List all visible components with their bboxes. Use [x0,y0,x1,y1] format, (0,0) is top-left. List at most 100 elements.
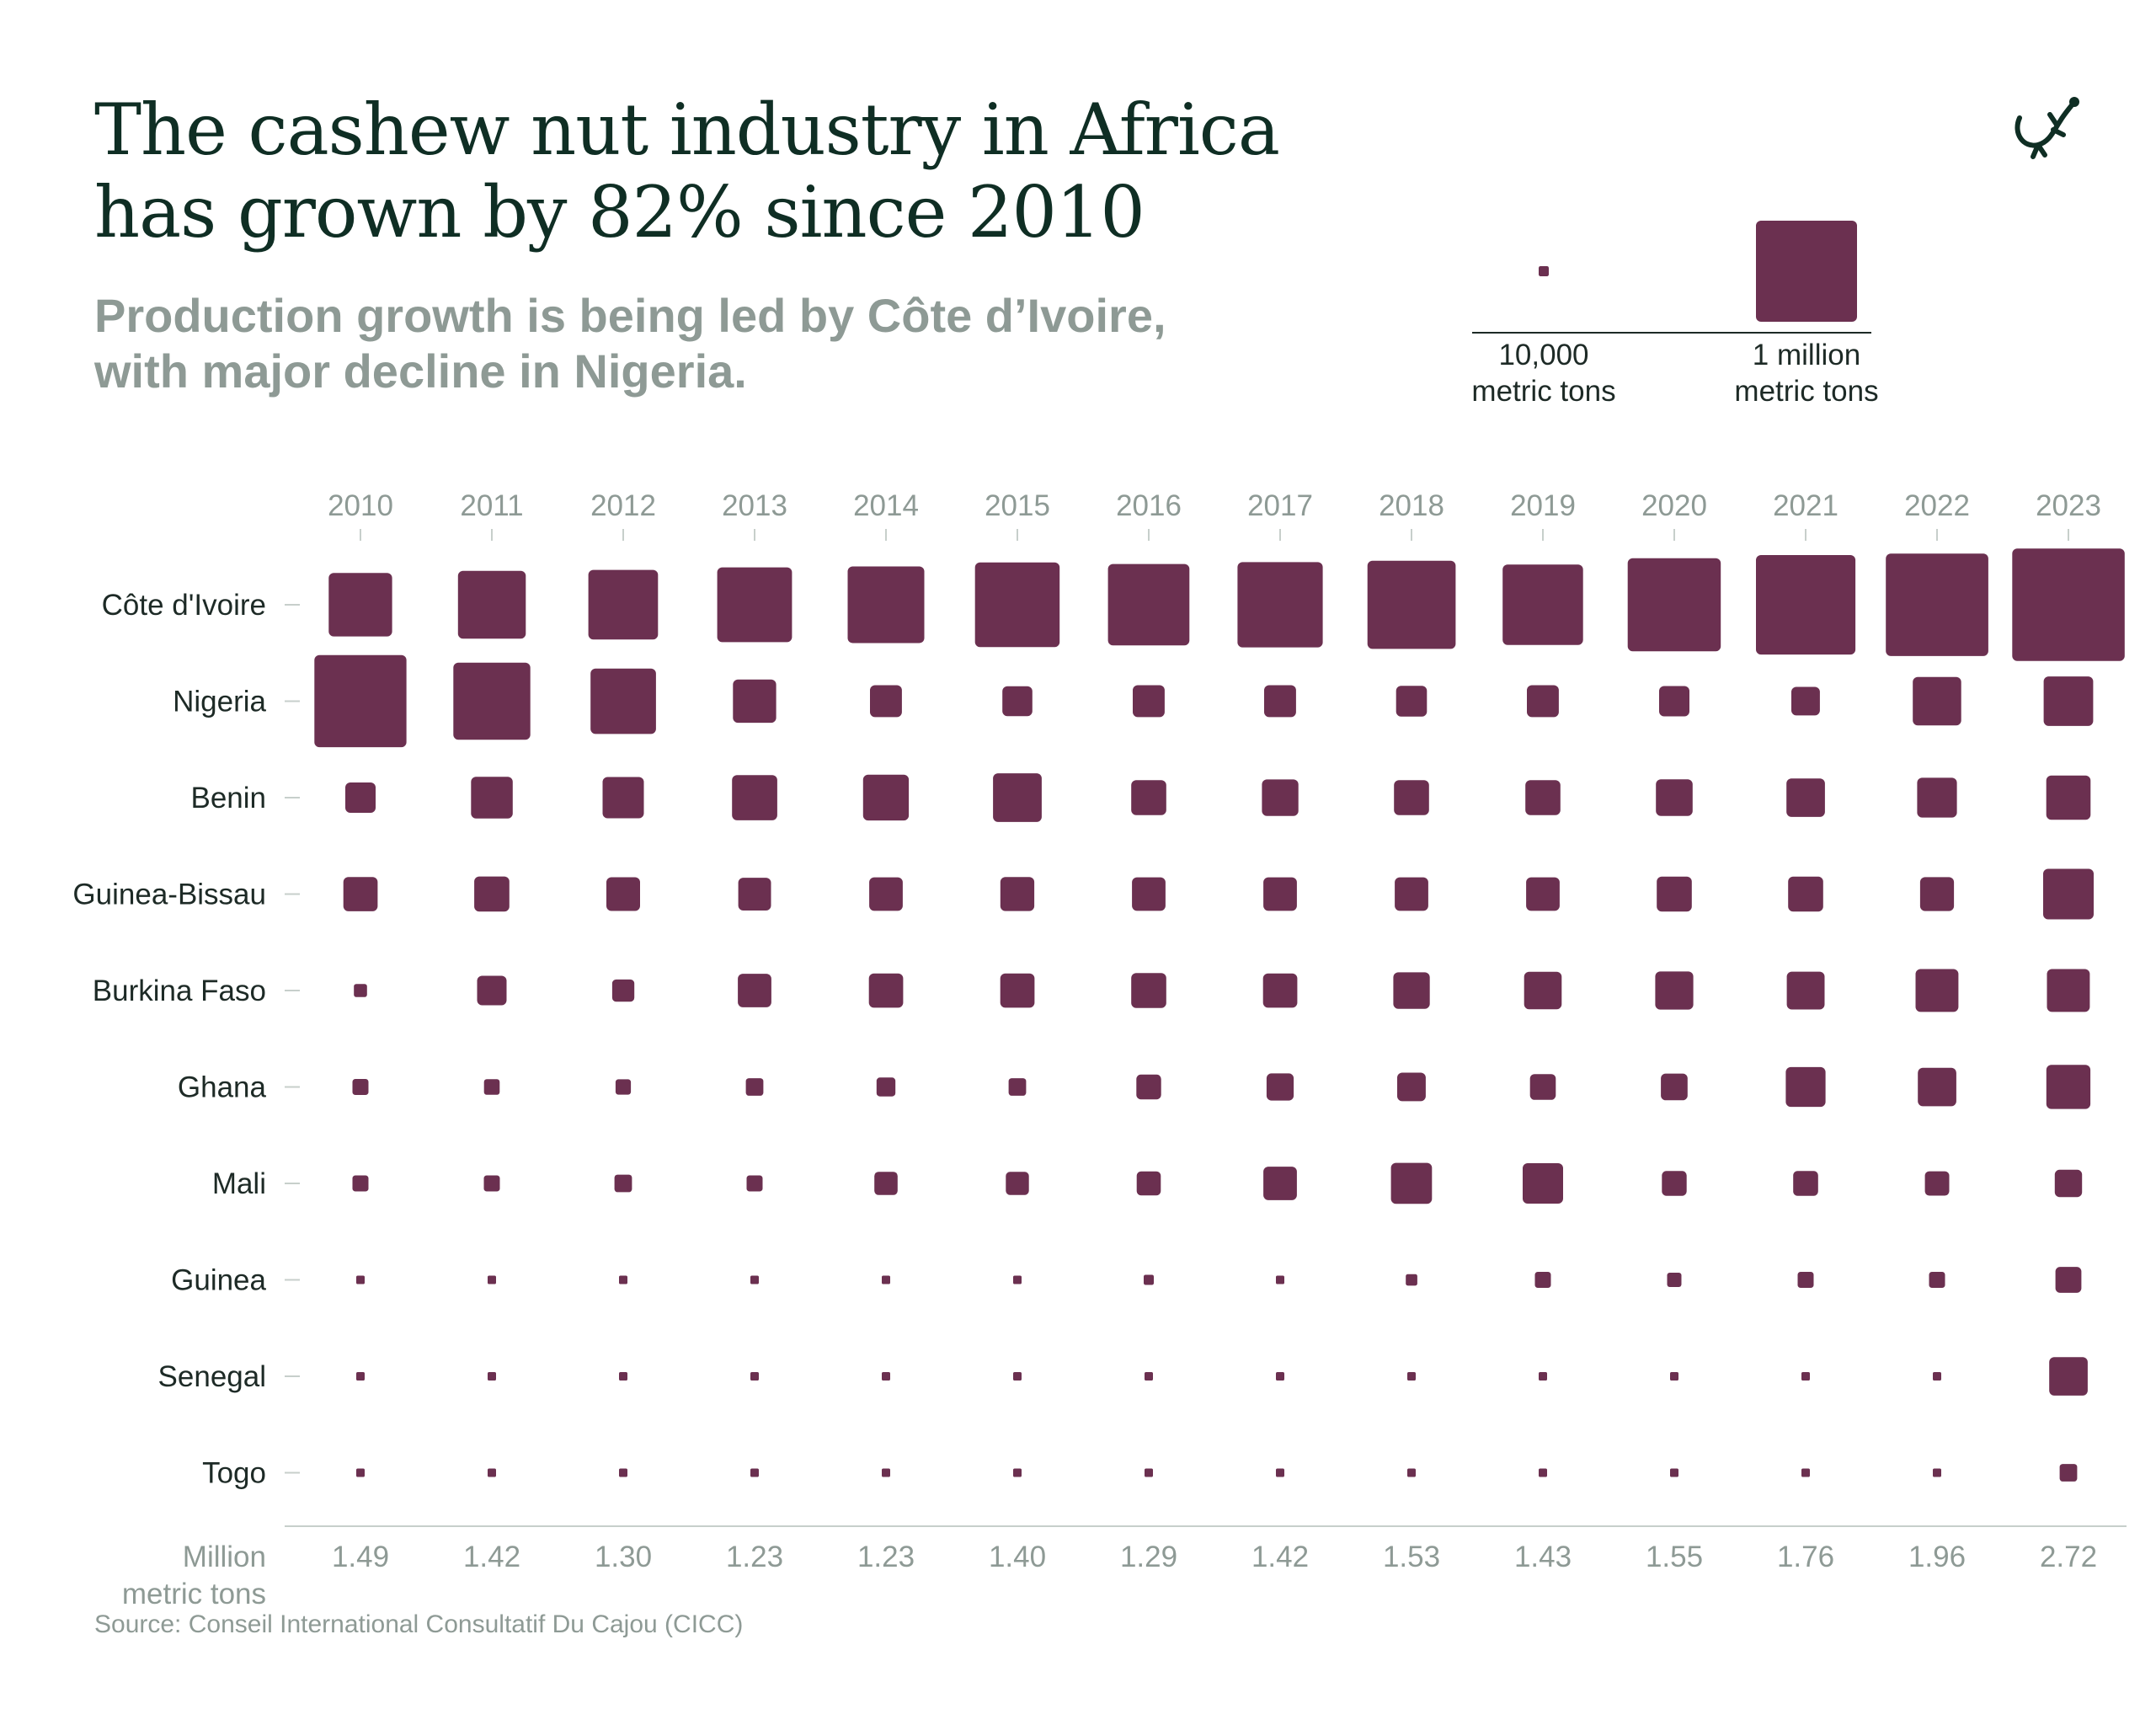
square-senegal-2010 [356,1372,365,1381]
square-senegal-2016 [1145,1372,1153,1381]
year-label-2014: 2014 [853,489,919,522]
square-c-te-d-ivoire-2013 [717,567,792,643]
square-burkina-faso-2019 [1524,971,1562,1010]
square-guinea-bissau-2022 [1919,877,1955,911]
square-guinea-2012 [619,1275,627,1284]
square-nigeria-2017 [1264,685,1296,718]
total-2014: 1.23 [857,1541,915,1573]
square-c-te-d-ivoire-2014 [847,566,925,644]
square-nigeria-2015 [1002,686,1033,717]
square-senegal-2012 [619,1372,627,1381]
country-label-senegal: Senegal [158,1360,266,1393]
legend-square-2 [1756,221,1857,322]
square-c-te-d-ivoire-2015 [974,562,1060,648]
square-nigeria-2021 [1791,686,1820,716]
square-nigeria-2023 [2043,676,2094,726]
square-benin-2023 [2046,775,2091,820]
country-label-mali: Mali [212,1167,266,1200]
legend-label-1-line-1: 10,000 [1498,339,1588,371]
square-mali-2016 [1136,1171,1161,1196]
square-benin-2021 [1786,778,1825,817]
year-label-2015: 2015 [985,489,1050,522]
square-guinea-bissau-2014 [869,877,903,911]
square-guinea-2020 [1667,1273,1682,1287]
chart-subtitle-line-2: with major decline in Nigeria. [94,344,747,398]
square-c-te-d-ivoire-2018 [1367,560,1456,649]
square-mali-2021 [1793,1171,1818,1196]
square-senegal-2021 [1801,1372,1810,1381]
square-c-te-d-ivoire-2012 [588,569,659,640]
chart-title-line-2: has grown by 82% since 2010 [94,171,1145,254]
square-ghana-2014 [876,1077,896,1097]
totals-label-line-2: metric tons [122,1578,266,1610]
square-ghana-2021 [1785,1066,1826,1108]
square-guinea-2023 [2055,1267,2082,1293]
square-ghana-2018 [1397,1072,1426,1102]
year-label-2022: 2022 [1904,489,1970,522]
square-nigeria-2016 [1133,685,1165,718]
square-togo-2021 [1801,1468,1810,1477]
square-guinea-bissau-2018 [1395,877,1428,911]
square-togo-2019 [1539,1468,1547,1477]
total-2017: 1.42 [1251,1541,1309,1573]
square-guinea-2010 [356,1275,365,1284]
country-label-guinea-bissau: Guinea-Bissau [72,879,266,911]
chart-subtitle-line-1: Production growth is being led by Côte d… [94,289,1166,342]
year-label-2012: 2012 [590,489,656,522]
square-burkina-faso-2015 [1000,973,1035,1008]
totals-label-line-1: Million [183,1541,266,1573]
square-benin-2020 [1656,779,1693,816]
square-mali-2012 [614,1174,632,1193]
square-mali-2020 [1662,1171,1687,1196]
square-c-te-d-ivoire-2021 [1756,555,1856,655]
square-c-te-d-ivoire-2017 [1237,562,1323,648]
square-guinea-2013 [750,1275,759,1284]
square-benin-2016 [1131,780,1166,815]
chart-title-line-1: The cashew nut industry in Africa [94,88,1280,171]
square-burkina-faso-2014 [868,973,904,1008]
country-label-benin: Benin [190,782,266,814]
total-2019: 1.43 [1514,1541,1572,1573]
square-ghana-2013 [745,1078,764,1096]
country-label-c-te-d-ivoire: Côte d'Ivoire [102,589,266,622]
square-nigeria-2010 [314,654,407,748]
square-senegal-2011 [488,1372,496,1381]
total-2010: 1.49 [332,1541,389,1573]
legend-label-2-line-2: metric tons [1734,375,1878,408]
square-c-te-d-ivoire-2022 [1886,553,1988,656]
square-mali-2018 [1390,1162,1433,1204]
square-c-te-d-ivoire-2020 [1627,558,1721,652]
source-note: Source: Conseil International Consultati… [94,1610,744,1638]
square-ghana-2019 [1529,1074,1556,1100]
square-senegal-2014 [882,1372,890,1381]
square-senegal-2013 [750,1372,759,1381]
square-guinea-bissau-2019 [1526,877,1560,911]
square-c-te-d-ivoire-2023 [2012,548,2125,661]
square-burkina-faso-2022 [1915,969,1959,1012]
square-nigeria-2022 [1913,676,1961,726]
square-benin-2017 [1262,779,1299,816]
square-burkina-faso-2013 [738,974,771,1007]
year-label-2018: 2018 [1379,489,1444,522]
square-mali-2019 [1523,1163,1563,1204]
square-burkina-faso-2012 [611,979,635,1002]
square-nigeria-2019 [1527,685,1559,718]
square-nigeria-2020 [1659,686,1689,717]
square-ghana-2022 [1918,1067,1956,1107]
square-burkina-faso-2016 [1131,973,1166,1008]
square-togo-2012 [619,1468,627,1477]
square-burkina-faso-2018 [1393,972,1430,1009]
total-2021: 1.76 [1777,1541,1834,1573]
square-mali-2023 [2054,1169,2083,1198]
square-benin-2011 [471,777,513,819]
square-ghana-2012 [615,1079,632,1095]
year-label-2010: 2010 [328,489,393,522]
gecko-icon [2015,97,2079,159]
square-guinea-2019 [1534,1272,1551,1288]
square-guinea-bissau-2023 [2043,868,2094,920]
square-mali-2015 [1006,1172,1029,1195]
year-label-2011: 2011 [460,489,523,522]
square-togo-2023 [2059,1464,2078,1482]
country-label-guinea: Guinea [171,1264,266,1297]
